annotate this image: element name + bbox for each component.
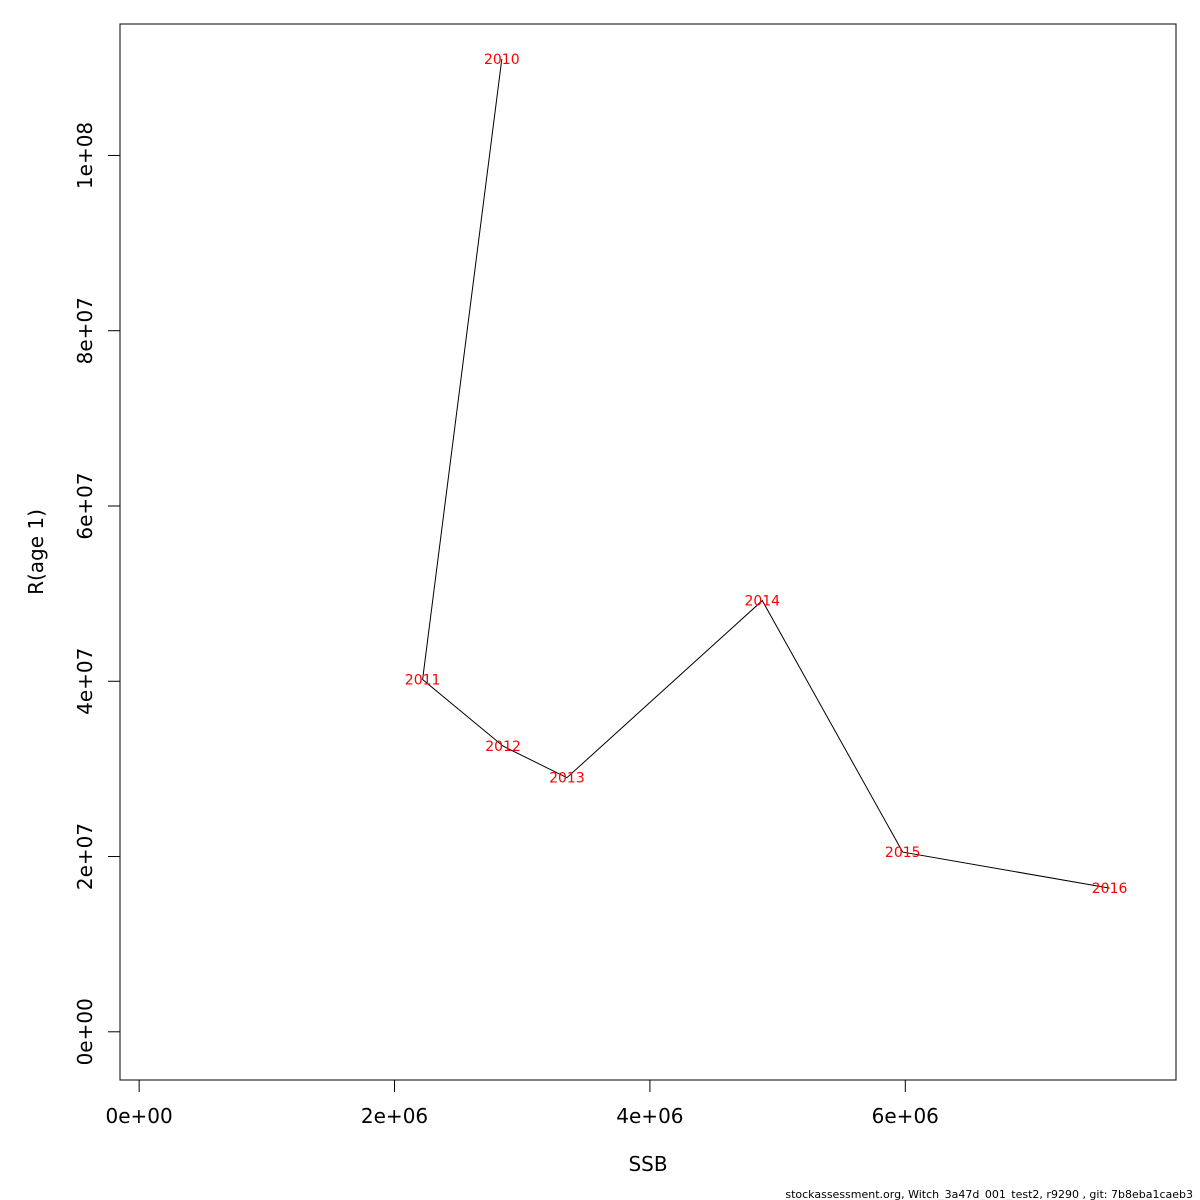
x-tick-label-1: 2e+06 [361,1104,428,1128]
point-label-2015: 2015 [885,845,921,861]
point-label-2016: 2016 [1092,881,1128,897]
x-tick-label-2: 4e+06 [616,1104,683,1128]
point-labels: 2010 2011 2012 2013 2014 2015 2016 [405,52,1128,897]
x-tick-label-3: 6e+06 [872,1104,939,1128]
x-axis-title: SSB [628,1152,667,1176]
series-line [422,59,1110,889]
y-tick-label-3: 6e+07 [73,472,97,539]
footer-note: stockassessment.org, Witch_3a47d_001_tes… [785,1188,1193,1200]
y-tick-label-2: 4e+07 [73,648,97,715]
x-tick-label-0: 0e+00 [106,1104,173,1128]
point-label-2010: 2010 [484,52,520,68]
y-axis-title: R(age 1) [24,509,48,595]
y-tick-label-5: 1e+08 [73,122,97,189]
point-label-2013: 2013 [549,771,585,787]
point-label-2014: 2014 [744,594,780,610]
y-tick-label-4: 8e+07 [73,297,97,364]
y-tick-label-1: 2e+07 [73,823,97,890]
point-label-2012: 2012 [485,739,521,755]
plot-frame [119,23,1177,1081]
y-tick-label-0: 0e+00 [73,998,97,1065]
x-axis: 0e+00 2e+06 4e+06 6e+06 [106,1080,939,1128]
point-label-2011: 2011 [405,673,441,689]
y-axis: 0e+00 2e+07 4e+07 6e+07 8e+07 1e+08 [73,122,120,1065]
